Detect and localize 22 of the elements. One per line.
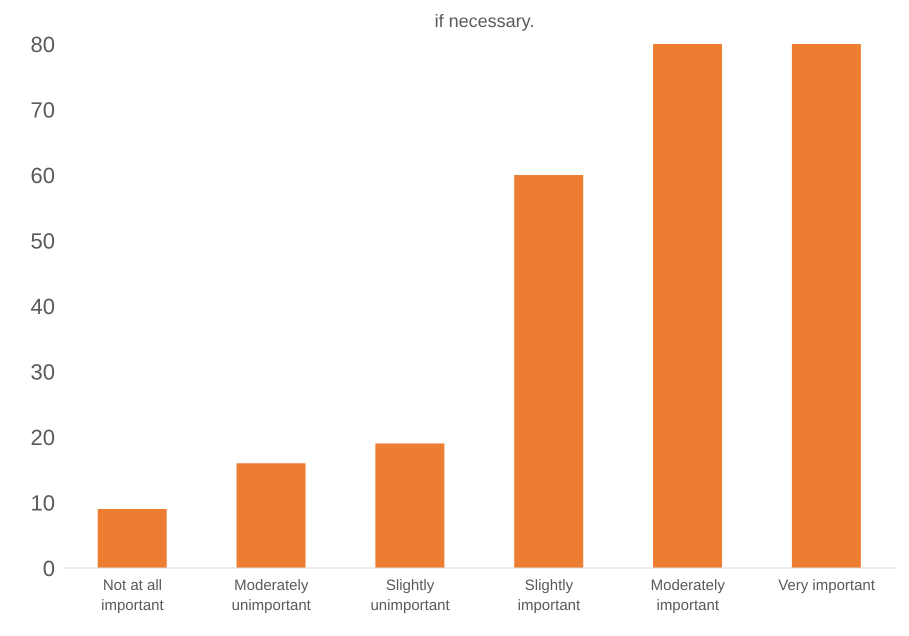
x-tick-label: Slightly unimportant	[370, 577, 451, 614]
y-tick-label: 40	[30, 294, 55, 319]
y-tick-label: 80	[30, 32, 55, 57]
bar	[375, 444, 444, 568]
bar	[653, 44, 722, 568]
bar	[98, 509, 167, 568]
bar	[236, 463, 306, 568]
y-tick-label: 50	[30, 228, 55, 254]
x-tick-label: Very important	[778, 577, 876, 594]
y-tick-label: 20	[30, 424, 55, 450]
y-tick-label: 0	[42, 556, 55, 581]
y-tick-label: 30	[30, 359, 55, 384]
bar	[514, 175, 584, 568]
bar	[792, 44, 861, 568]
chart-title: if necessary.	[434, 11, 534, 31]
x-tick-label: Moderately unimportant	[232, 577, 312, 614]
y-tick-label: 10	[30, 490, 55, 516]
y-tick-label: 70	[30, 97, 55, 122]
x-tick-label: Slightly important	[518, 577, 582, 614]
x-tick-label: Moderately important	[650, 577, 726, 614]
y-tick-label: 60	[30, 162, 55, 188]
x-tick-label: Not at all important	[101, 577, 165, 614]
